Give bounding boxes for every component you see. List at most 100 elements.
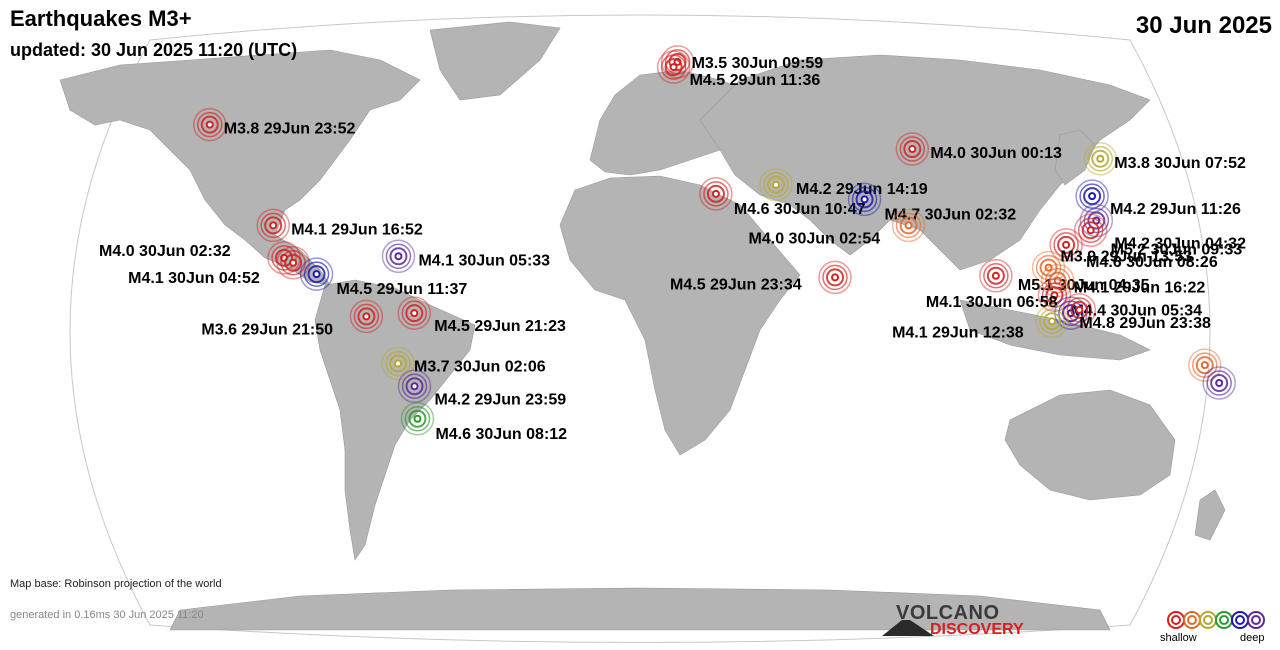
quake-ring [275, 248, 294, 267]
volcano-icon [882, 620, 934, 636]
quake-ring [899, 136, 926, 162]
quake-label: M4.5 29Jun 11:37 [337, 281, 468, 298]
quake-ring [891, 208, 926, 243]
quake-marker[interactable]: M4.4 30Jun 05:34 [1037, 278, 1202, 319]
quake-ring [405, 304, 424, 323]
quake-epicenter [394, 359, 403, 368]
quake-epicenter [394, 252, 403, 261]
legend-depth-circle [1203, 615, 1213, 625]
quake-label: M4.5 29Jun 23:34 [670, 276, 802, 293]
quake-label: M5.2 30Jun 09:33 [1111, 241, 1243, 258]
quake-marker[interactable]: M5.2 30Jun 09:33 [1073, 213, 1243, 258]
quake-marker[interactable]: M4.1 29Jun 12:38 [892, 304, 1069, 341]
quake-ring [405, 377, 424, 396]
quake-marker[interactable]: M4.2 29Jun 14:19 [759, 168, 928, 202]
quake-marker[interactable]: M5.1 30Jun 04:35 [979, 259, 1150, 294]
quake-epicenter [1062, 240, 1071, 249]
quake-ring [260, 212, 286, 239]
logo-line-2: DISCOVERY [930, 621, 1024, 638]
quake-label: M4.2 30Jun 04:32 [1114, 236, 1246, 253]
quake-marker[interactable]: M4.6 30Jun 08:26 [1049, 228, 1218, 271]
quake-ring [264, 216, 283, 235]
quake-epicenter [1200, 361, 1209, 370]
legend-depth-circle [1215, 611, 1233, 629]
quake-marker[interactable] [1188, 348, 1222, 382]
quake-label: M3.8 30Jun 07:52 [1114, 155, 1246, 172]
quake-marker[interactable]: M4.1 30Jun 04:52 [128, 246, 310, 287]
quake-marker[interactable]: M3.7 30Jun 02:06 [381, 346, 546, 381]
quake-ring [763, 172, 789, 198]
quake-marker[interactable]: M4.0 30Jun 02:54 [749, 208, 926, 247]
quake-ring [1057, 235, 1076, 254]
quake-marker[interactable]: M4.6 30Jun 08:12 [400, 402, 567, 443]
quake-marker[interactable]: M4.1 29Jun 16:52 [256, 208, 423, 243]
quake-marker[interactable]: M3.8 29Jun 23:52 [193, 107, 356, 142]
new-zealand-landmass [1194, 489, 1226, 541]
quake-label: M4.6 30Jun 08:26 [1086, 254, 1218, 271]
quake-epicenter [991, 271, 1000, 280]
quake-marker[interactable]: M4.8 29Jun 23:38 [1062, 293, 1211, 332]
legend-shallow-label: shallow [1160, 632, 1197, 644]
quake-ring [847, 182, 882, 217]
quake-marker[interactable]: M4.5 29Jun 11:37 [299, 257, 468, 298]
current-date: 30 Jun 2025 [1135, 12, 1272, 39]
quake-epicenter [410, 309, 419, 318]
quake-label: M4.1 30Jun 05:33 [418, 252, 550, 269]
quake-marker[interactable]: M4.2 29Jun 11:26 [1075, 179, 1241, 218]
quake-ring [1079, 183, 1105, 209]
quake-marker[interactable]: M3.9 29Jun 13:53 [1031, 249, 1193, 285]
quake-epicenter [1086, 226, 1095, 235]
quake-marker[interactable]: M4.7 30Jun 02:32 [847, 182, 1017, 223]
quake-ring [385, 243, 412, 269]
quake-ring [899, 216, 918, 235]
quake-ring [979, 259, 1013, 293]
page-title: Earthquakes M3+ [10, 6, 192, 31]
quake-ring [818, 260, 852, 295]
quake-label: M4.5 29Jun 11:36 [690, 72, 821, 89]
updated-timestamp: updated: 30 Jun 2025 11:20 (UTC) [10, 40, 298, 60]
quake-ring [656, 50, 691, 84]
japan-landmass [1054, 129, 1096, 186]
quake-label: M5.1 30Jun 04:35 [1018, 277, 1150, 294]
quake-label: M4.0 30Jun 02:32 [99, 243, 231, 260]
quake-marker[interactable]: M4.2 29Jun 23:59 [397, 369, 567, 408]
quake-marker[interactable]: M4.6 30Jun 10:47 [699, 177, 866, 218]
australia-landmass [1004, 389, 1176, 501]
quake-ring [1039, 258, 1058, 277]
quake-label: M4.1 29Jun 16:22 [1074, 280, 1206, 297]
quake-label: M4.4 30Jun 05:34 [1070, 302, 1202, 319]
quake-marker[interactable] [1202, 366, 1236, 400]
greenland-landmass [429, 21, 561, 101]
quake-marker[interactable]: M4.5 29Jun 23:34 [670, 260, 852, 295]
quake-label: M4.1 29Jun 12:38 [892, 324, 1024, 341]
antarctica-landmass [169, 587, 1111, 631]
quake-marker[interactable]: M3.6 29Jun 21:50 [201, 299, 384, 338]
quake-marker[interactable]: M4.2 30Jun 04:32 [1079, 203, 1246, 253]
quake-label: M3.5 30Jun 09:59 [692, 55, 824, 72]
legend-depth-circle [1235, 615, 1245, 625]
volcano-discovery-logo[interactable]: VOLCANO DISCOVERY [880, 602, 1040, 642]
legend-depth-circle [1231, 611, 1249, 629]
quake-ring [200, 115, 219, 134]
quake-marker[interactable]: M4.0 30Jun 02:32 [99, 241, 301, 275]
legend-depth-circle [1247, 611, 1265, 629]
quake-ring [1035, 304, 1069, 338]
quake-ring [1077, 217, 1104, 243]
quake-epicenter [711, 189, 720, 198]
quake-ring [1062, 293, 1097, 327]
quake-label: M4.2 29Jun 11:26 [1110, 201, 1241, 218]
quake-epicenter [1075, 305, 1084, 314]
quake-ring [1188, 348, 1222, 382]
quake-label: M4.6 30Jun 10:47 [734, 201, 866, 218]
quake-ring [1031, 250, 1066, 285]
quake-ring [1192, 352, 1218, 378]
map-base-note: Map base: Robinson projection of the wor… [10, 578, 222, 590]
quake-marker[interactable]: M4.0 30Jun 00:13 [895, 132, 1062, 166]
quake-marker[interactable]: M4.5 29Jun 21:23 [397, 296, 566, 335]
quake-label: M4.7 30Jun 02:32 [885, 206, 1017, 223]
quake-marker[interactable]: M3.8 30Jun 07:52 [1083, 142, 1246, 176]
quake-marker[interactable]: M4.5 29Jun 11:36 [656, 50, 821, 89]
quake-ring [197, 111, 223, 138]
quake-marker[interactable]: M4.1 30Jun 05:33 [381, 239, 550, 273]
